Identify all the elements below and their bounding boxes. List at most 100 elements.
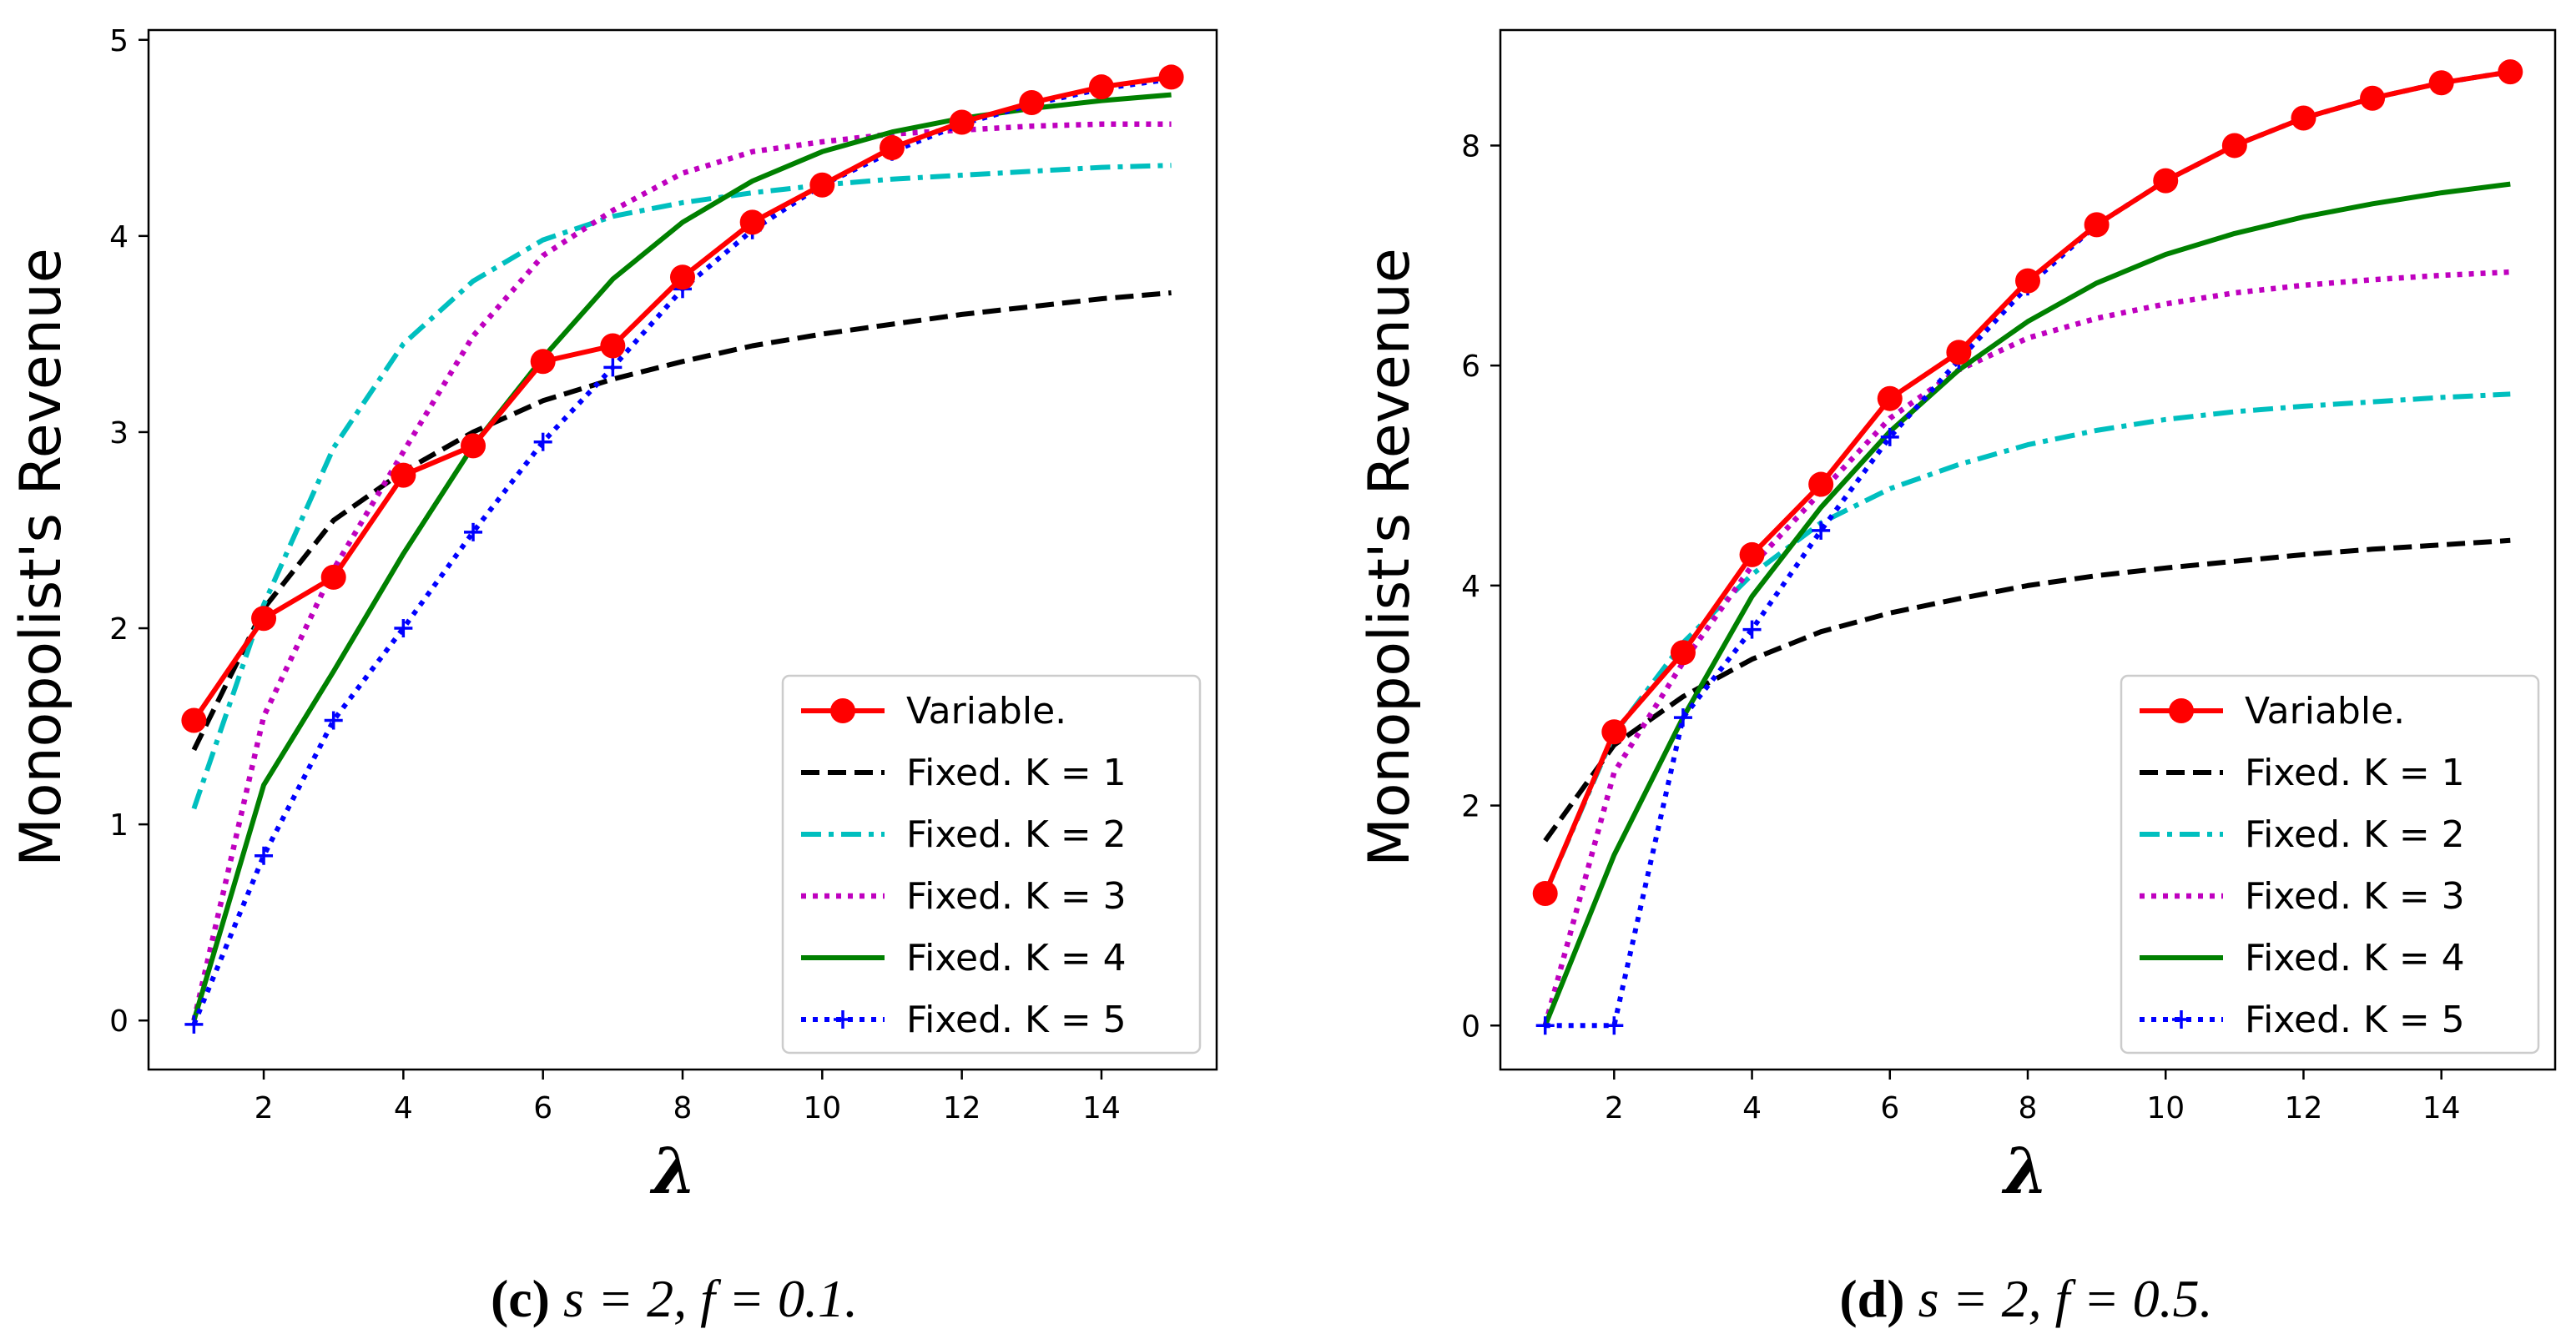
x-tick-label: 14: [2422, 1091, 2461, 1125]
x-tick-label: 2: [255, 1091, 274, 1125]
x-tick-label: 12: [943, 1091, 981, 1125]
x-tick-label: 2: [1605, 1091, 1624, 1125]
data-point: [2498, 59, 2523, 85]
legend-item: Fixed. K = 5: [801, 999, 1127, 1041]
legend-item: Fixed. K = 3: [2140, 875, 2465, 918]
y-tick-label: 5: [109, 24, 129, 58]
x-tick-label: 14: [1082, 1091, 1121, 1125]
x-tick-label: 4: [1742, 1091, 1762, 1125]
data-point: [1670, 640, 1696, 666]
data-point: [2221, 133, 2247, 159]
data-point: [1535, 1016, 1555, 1035]
data-point: [391, 462, 416, 488]
series-line: [191, 121, 1172, 1021]
data-point: [949, 109, 975, 135]
data-point: [1808, 471, 1834, 497]
data-point: [2153, 168, 2179, 194]
series-line: [1543, 537, 2511, 843]
y-tick-label: 4: [1461, 570, 1480, 604]
legend-box: [781, 674, 1202, 1055]
legend-item: Fixed. K = 4: [2140, 937, 2465, 979]
data-point: [184, 1014, 204, 1034]
x-tick-label: 12: [2285, 1091, 2323, 1125]
legend-label: Fixed. K = 4: [2245, 937, 2465, 979]
data-point: [1812, 521, 1831, 540]
legend-item: Variable.: [801, 690, 1066, 732]
y-tick-label: 2: [109, 612, 129, 647]
legend-label: Fixed. K = 3: [2245, 875, 2465, 918]
data-point: [670, 264, 695, 290]
legend-label: Variable.: [2245, 690, 2405, 732]
x-tick-label: 8: [2019, 1091, 2038, 1125]
legend-marker: [830, 698, 855, 723]
caption-d-text: s = 2, f = 0.5.: [1905, 1269, 2213, 1328]
data-point: [809, 172, 835, 198]
x-tick-label: 6: [1880, 1091, 1899, 1125]
data-point: [2084, 212, 2110, 238]
legend-box: [2120, 674, 2540, 1055]
data-point: [1601, 719, 1627, 745]
legend-label: Fixed. K = 1: [2245, 752, 2465, 794]
data-point: [600, 333, 626, 359]
legend: Variable. Fixed. K = 1 Fixed. K = 2 Fixed. …: [2120, 674, 2540, 1055]
series-line: [191, 290, 1172, 752]
x-tick-label: 6: [533, 1091, 552, 1125]
xlabel: λ: [649, 1134, 696, 1208]
legend-label: Variable.: [906, 690, 1066, 732]
x-tick-label: 4: [394, 1091, 413, 1125]
data-point: [1673, 708, 1692, 727]
data-point: [2360, 85, 2386, 111]
data-point: [530, 349, 556, 375]
panel-c: Monopolist's Revenue λ 2 4 6 8 10 12 14012345V…: [8, 24, 1218, 1208]
caption-c-text: s = 2, f = 0.1.: [550, 1269, 858, 1328]
legend-label: Fixed. K = 3: [906, 875, 1127, 918]
legend-label: Fixed. K = 5: [2245, 999, 2465, 1041]
legend-item: Fixed. K = 5: [2140, 999, 2465, 1041]
caption-d-label: (d): [1839, 1269, 1904, 1328]
legend-marker: [2169, 698, 2194, 723]
ylabel: Monopolist's Revenue: [1357, 248, 1423, 867]
x-tick-label: 10: [803, 1091, 841, 1125]
y-tick-label: 1: [109, 808, 129, 843]
panel-d: Monopolist's Revenue λ 2 4 6 8 10 12 14 0 2 4 6 8 Va…: [1357, 28, 2557, 1208]
data-point: [464, 522, 483, 541]
y-tick-label: 0: [109, 1004, 129, 1039]
data-point: [320, 564, 346, 590]
caption-c: (c) s = 2, f = 0.1.: [491, 1269, 858, 1328]
y-tick-label: 6: [1461, 350, 1480, 384]
data-point: [251, 606, 277, 632]
data-point: [1532, 881, 1558, 907]
data-point: [879, 135, 905, 161]
data-point: [1019, 89, 1045, 115]
data-point: [1158, 64, 1184, 90]
data-point: [739, 209, 765, 235]
data-point: [2428, 70, 2454, 96]
y-tick-label: 4: [109, 220, 129, 254]
legend-item: Fixed. K = 1: [2140, 752, 2465, 794]
legend-label: Fixed. K = 1: [906, 752, 1127, 794]
y-tick-label: 8: [1461, 129, 1480, 164]
data-point: [533, 432, 552, 451]
data-point: [181, 707, 207, 733]
legend-item: Fixed. K = 1: [801, 752, 1127, 794]
legend-label: Fixed. K = 5: [906, 999, 1127, 1041]
data-point: [2015, 268, 2040, 294]
data-point: [1088, 74, 1114, 100]
y-tick-label: 0: [1461, 1009, 1480, 1044]
caption-c-label: (c): [491, 1269, 550, 1328]
series-line: [1542, 181, 2511, 1027]
y-tick-label: 2: [1461, 790, 1480, 824]
legend-label: Fixed. K = 2: [2245, 813, 2465, 856]
x-tick-label: 10: [2146, 1091, 2185, 1125]
data-point: [324, 711, 343, 730]
x-tick-label: 8: [673, 1091, 693, 1125]
data-point: [2291, 105, 2316, 131]
legend-item: Variable.: [2140, 690, 2405, 732]
data-point: [1877, 385, 1903, 411]
data-point: [1739, 541, 1765, 567]
data-point: [1946, 340, 1972, 365]
legend: Variable. Fixed. K = 1 Fixed. K = 2 Fixed. …: [781, 674, 1202, 1055]
data-point: [255, 846, 274, 865]
legend-label: Fixed. K = 2: [906, 813, 1127, 856]
